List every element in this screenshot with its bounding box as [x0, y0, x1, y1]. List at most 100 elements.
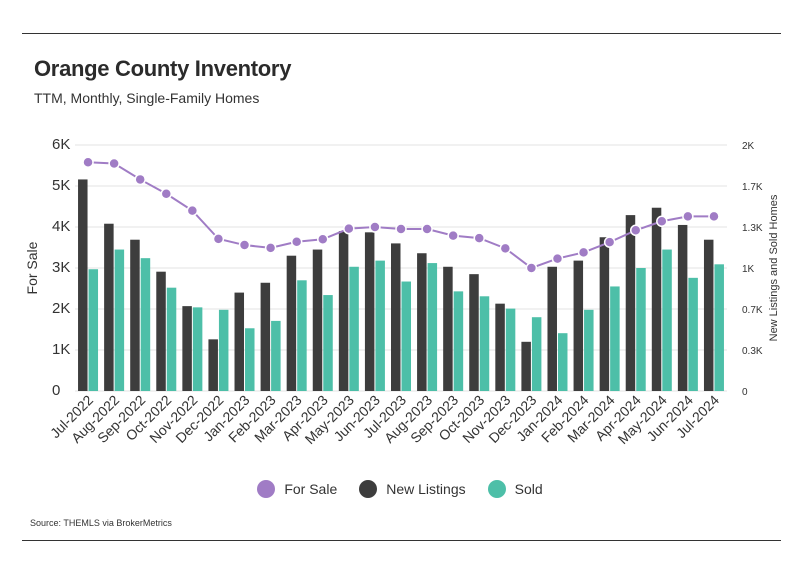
point-for-sale: [682, 210, 694, 223]
y2-tick-label: 0.3K: [742, 346, 763, 357]
bar-new-listings: [208, 339, 218, 391]
bar-sold: [662, 249, 672, 391]
point-for-sale: [108, 157, 120, 170]
point-for-sale: [317, 233, 329, 246]
source-note: Source: THEMLS via BrokerMetrics: [30, 518, 172, 528]
bar-sold: [453, 291, 464, 391]
bar-sold: [349, 266, 359, 391]
point-for-sale: [186, 204, 199, 217]
bar-new-listings: [625, 215, 636, 391]
point-for-sale: [264, 242, 277, 254]
bar-new-listings: [260, 282, 271, 391]
y2-axis-title: New Listings and Sold Homes: [768, 194, 780, 341]
y-tick-label: 0: [52, 382, 60, 399]
bar-sold: [114, 249, 125, 391]
bar-new-listings: [677, 224, 688, 391]
chart-subtitle: TTM, Monthly, Single-Family Homes: [34, 90, 260, 106]
point-for-sale: [238, 239, 251, 251]
point-for-sale: [525, 262, 538, 274]
point-for-sale: [551, 252, 564, 265]
legend-swatch-for-sale: [257, 480, 276, 498]
y-tick-label: 1K: [52, 341, 70, 358]
bar-sold: [375, 260, 385, 391]
bar-sold: [88, 269, 99, 391]
bar-new-listings: [338, 231, 349, 391]
bar-sold: [218, 309, 229, 391]
legend-item-new-listings[interactable]: New Listings: [359, 480, 466, 498]
chart-legend: For Sale New Listings Sold: [0, 480, 800, 498]
bar-new-listings: [364, 232, 375, 391]
bar-sold: [297, 280, 307, 391]
point-for-sale: [708, 210, 720, 223]
y-tick-label: 5K: [52, 177, 70, 194]
bar-new-listings: [182, 306, 192, 391]
bar-new-listings: [443, 266, 453, 391]
bar-sold: [271, 320, 281, 391]
point-for-sale: [447, 229, 459, 242]
y-axis-title: For Sale: [24, 241, 40, 294]
bar-new-listings: [286, 255, 297, 391]
bar-new-listings: [547, 266, 557, 391]
bar-new-listings: [104, 223, 114, 391]
top-rule: [22, 33, 781, 34]
y-tick-label: 2K: [52, 300, 70, 317]
y2-tick-label: 0.7K: [742, 305, 763, 316]
legend-label-sold: Sold: [514, 481, 543, 497]
bar-sold: [531, 317, 542, 391]
legend-swatch-sold: [487, 480, 506, 498]
y2-tick-label: 1K: [742, 264, 755, 275]
bar-sold: [479, 296, 490, 391]
point-for-sale: [603, 236, 616, 248]
bar-new-listings: [78, 179, 88, 391]
y2-tick-label: 1.3K: [742, 223, 763, 234]
y2-tick-label: 0: [742, 387, 748, 398]
y-tick-label: 3K: [52, 259, 70, 276]
bar-sold: [192, 307, 203, 391]
point-for-sale: [290, 236, 303, 248]
y2-tick-label: 1.7K: [742, 182, 763, 193]
point-for-sale: [421, 223, 433, 235]
legend-item-for-sale[interactable]: For Sale: [257, 480, 337, 498]
bar-sold: [557, 333, 568, 391]
point-for-sale: [212, 233, 225, 245]
chart-title: Orange County Inventory: [34, 56, 292, 81]
bar-new-listings: [417, 253, 427, 391]
y-tick-label: 4K: [52, 218, 70, 235]
bar-sold: [140, 258, 151, 391]
bar-new-listings: [599, 237, 610, 391]
point-for-sale: [369, 221, 381, 233]
legend-label-new-listings: New Listings: [386, 481, 466, 497]
bar-new-listings: [703, 239, 714, 391]
chart-canvas: 0 0 1K 0.3K 2K 0.7K 3K 1K 4K 1.3K 5K 1.7K 6K 2K For Sa…: [24, 136, 780, 447]
legend-item-sold[interactable]: Sold: [487, 480, 543, 498]
bar-sold: [427, 263, 438, 391]
bar-sold: [714, 264, 724, 391]
bar-sold: [245, 328, 255, 391]
bar-new-listings: [469, 274, 479, 391]
point-for-sale: [395, 223, 407, 235]
bar-new-listings: [312, 249, 323, 391]
bar-new-listings: [521, 341, 531, 391]
point-for-sale: [160, 188, 173, 200]
bar-sold: [166, 287, 177, 391]
point-for-sale: [82, 156, 94, 168]
line-for-sale: [87, 161, 714, 270]
bar-sold: [688, 277, 698, 391]
bar-sold: [636, 268, 646, 391]
bar-new-listings: [573, 260, 584, 391]
bar-sold: [401, 281, 411, 391]
bar-new-listings: [495, 303, 505, 391]
point-for-sale: [499, 242, 512, 255]
legend-swatch-new-listings: [359, 480, 378, 498]
bottom-rule: [22, 540, 781, 541]
bar-sold: [323, 295, 333, 391]
y-tick-label: 6K: [52, 136, 70, 153]
point-for-sale: [343, 222, 355, 235]
point-for-sale: [629, 224, 642, 237]
point-for-sale: [134, 173, 146, 186]
bar-new-listings: [156, 271, 166, 391]
bar-sold: [505, 308, 516, 391]
bar-sold: [610, 286, 620, 391]
point-for-sale: [656, 215, 668, 228]
point-for-sale: [473, 232, 485, 244]
